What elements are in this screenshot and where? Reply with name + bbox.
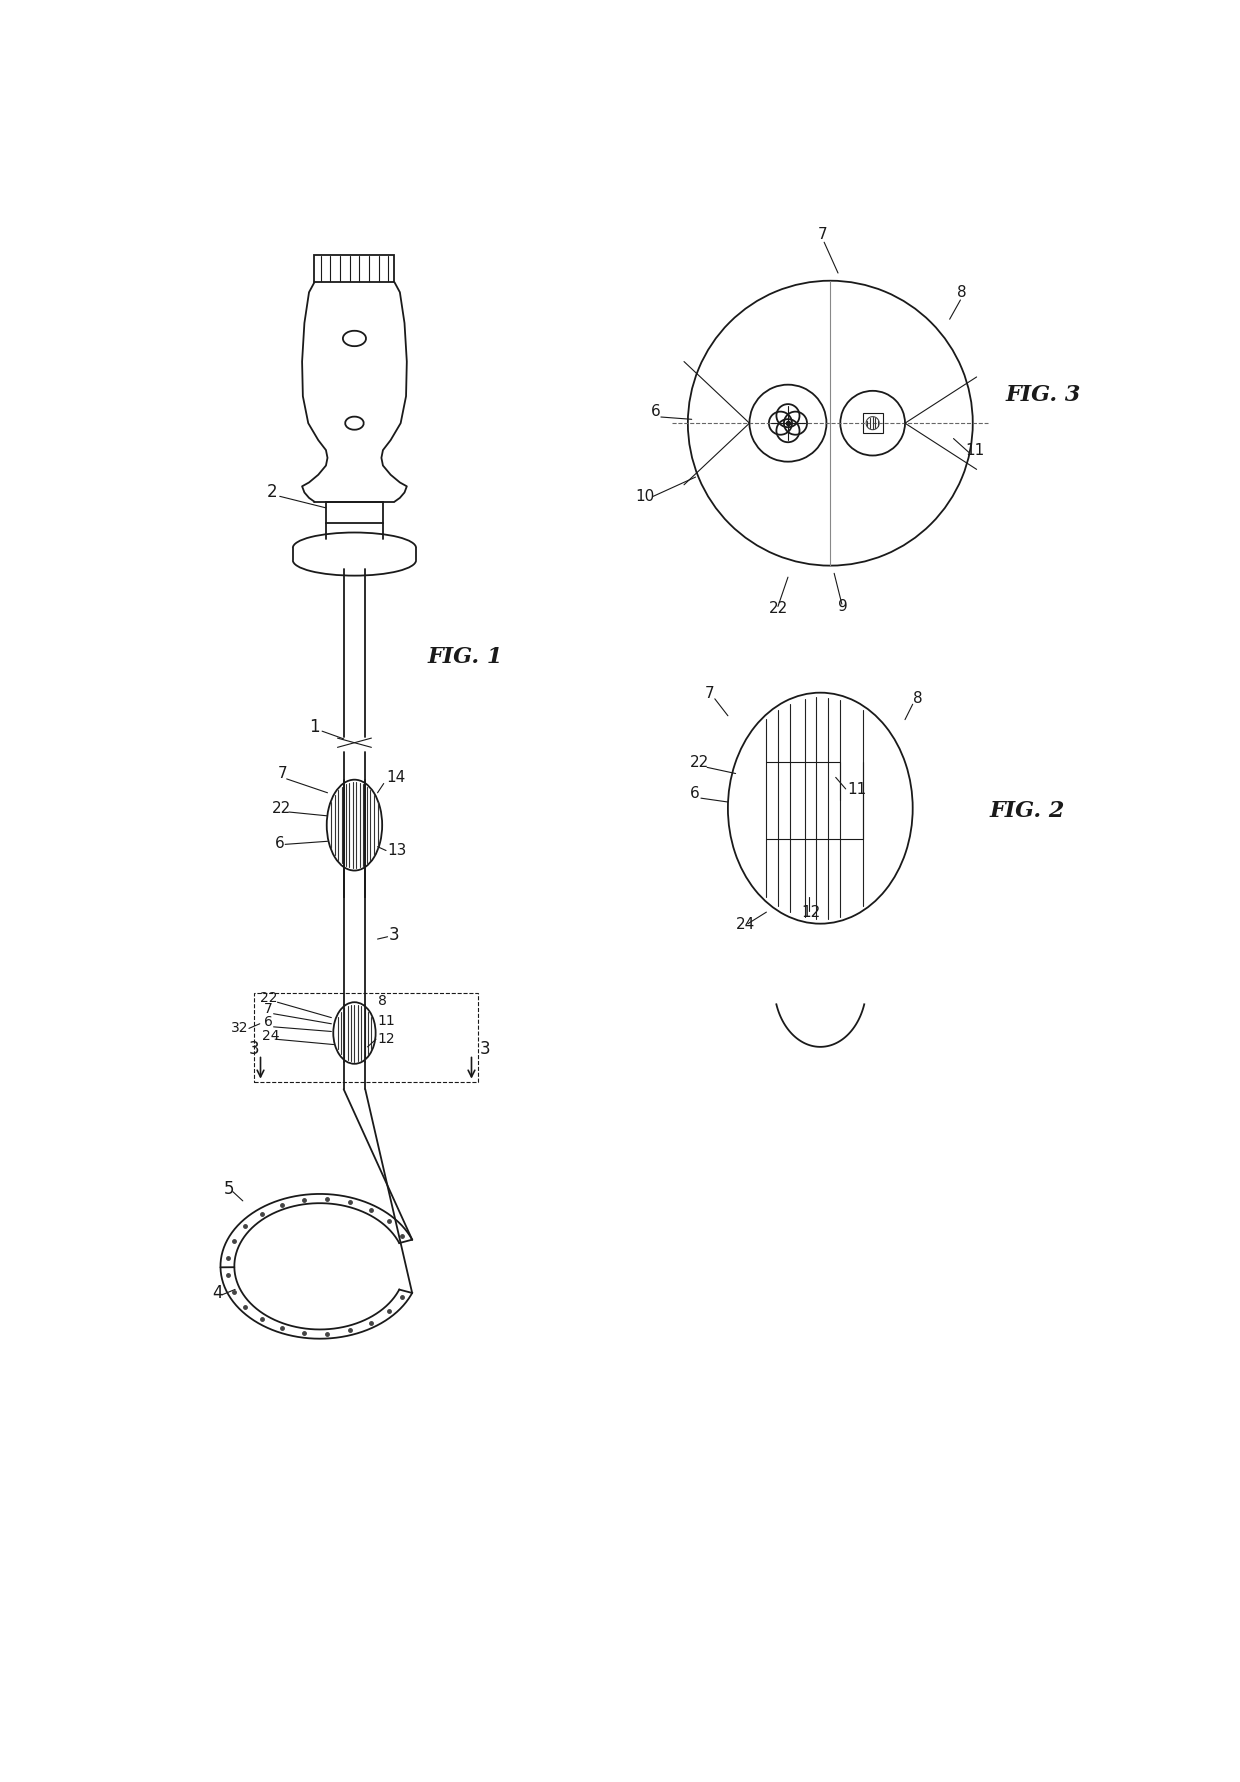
Text: 13: 13 bbox=[388, 843, 407, 857]
Bar bbox=[315, 257, 394, 283]
Text: 22: 22 bbox=[769, 601, 787, 615]
Bar bbox=[254, 993, 477, 1082]
Text: 1: 1 bbox=[309, 718, 320, 736]
Text: 9: 9 bbox=[838, 599, 848, 615]
Text: 32: 32 bbox=[231, 1021, 249, 1035]
Text: 6: 6 bbox=[689, 786, 699, 800]
Text: 6: 6 bbox=[264, 1014, 273, 1028]
Text: 8: 8 bbox=[377, 993, 387, 1007]
Text: 11: 11 bbox=[847, 781, 867, 797]
Text: 22: 22 bbox=[689, 754, 708, 770]
Text: 7: 7 bbox=[704, 684, 714, 700]
Text: 12: 12 bbox=[377, 1032, 396, 1046]
Bar bbox=[863, 413, 883, 435]
Text: 8: 8 bbox=[913, 690, 923, 706]
Text: 5: 5 bbox=[223, 1180, 234, 1198]
Text: 22: 22 bbox=[272, 800, 291, 816]
Text: 11: 11 bbox=[377, 1014, 396, 1026]
Text: 3: 3 bbox=[389, 925, 399, 943]
Text: 8: 8 bbox=[957, 285, 967, 299]
Text: 24: 24 bbox=[262, 1028, 279, 1042]
Text: 12: 12 bbox=[801, 905, 821, 920]
Text: 4: 4 bbox=[212, 1283, 222, 1301]
Text: 7: 7 bbox=[818, 228, 827, 242]
Text: 3: 3 bbox=[480, 1039, 491, 1057]
Text: 22: 22 bbox=[259, 991, 278, 1003]
Bar bbox=[326, 503, 383, 524]
Text: 11: 11 bbox=[965, 442, 985, 458]
Text: 3: 3 bbox=[249, 1039, 259, 1057]
Text: FIG. 3: FIG. 3 bbox=[1006, 383, 1080, 406]
Text: 10: 10 bbox=[635, 488, 655, 504]
Text: FIG. 2: FIG. 2 bbox=[990, 800, 1065, 822]
Text: 6: 6 bbox=[651, 405, 661, 419]
Text: 2: 2 bbox=[267, 483, 278, 501]
Text: 6: 6 bbox=[275, 836, 285, 850]
Text: 7: 7 bbox=[278, 766, 288, 781]
Text: FIG. 1: FIG. 1 bbox=[428, 645, 503, 668]
Text: 24: 24 bbox=[735, 916, 755, 930]
Text: 14: 14 bbox=[386, 770, 405, 784]
Text: 7: 7 bbox=[264, 1001, 273, 1016]
